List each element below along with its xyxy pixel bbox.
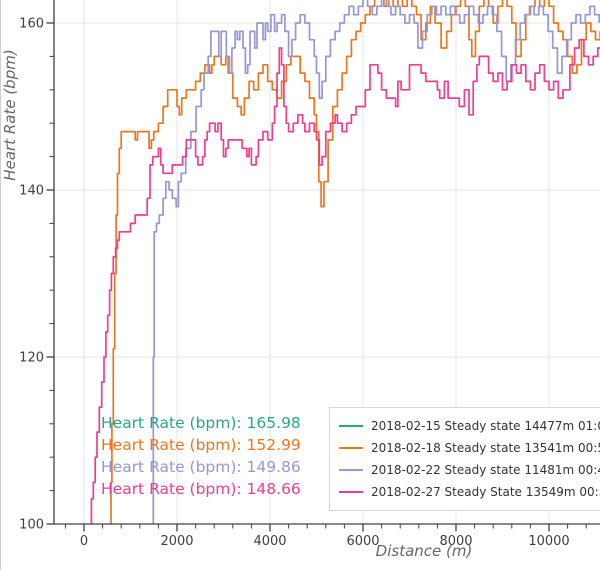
legend-swatch-line [339, 491, 363, 493]
legend-item-label: 2018-02-22 Steady state 11481m 00:49:1 [371, 463, 600, 477]
x-axis-title: Distance (m) [376, 542, 473, 560]
series-lines [90, 0, 600, 524]
series-line-2018-02-18[interactable] [110, 0, 600, 524]
axes [46, 0, 600, 532]
x-tick-label: 4000 [253, 534, 286, 549]
x-tick-label: 0 [80, 534, 88, 549]
legend-swatch-line [339, 447, 363, 449]
legend-swatch-line [339, 469, 363, 471]
legend-item-label: 2018-02-27 Steady State 13549m 00:56:4 [371, 485, 600, 499]
legend-item-label: 2018-02-15 Steady state 14477m 01:00:2 [371, 419, 600, 433]
legend-item[interactable]: 2018-02-18 Steady state 13541m 00:56:0 [330, 437, 600, 459]
axis-labels: 100 120 140 160 0 2000 4000 6000 8000 10000 [19, 17, 570, 550]
y-tick-label: 160 [19, 17, 44, 32]
x-tick-label: 8000 [439, 534, 472, 549]
x-tick-label: 10000 [528, 534, 569, 549]
readout-line: Heart Rate (bpm): 148.66 [101, 480, 301, 498]
hover-readouts: Heart Rate (bpm): 165.98 Heart Rate (bpm)… [101, 412, 301, 500]
x-tick-label: 6000 [346, 534, 379, 549]
legend[interactable]: 2018-02-15 Steady state 14477m 01:00:2 20… [329, 407, 600, 511]
legend-item[interactable]: 2018-02-27 Steady State 13549m 00:56:4 [330, 481, 600, 503]
series-line-2018-02-27[interactable] [90, 38, 600, 524]
legend-item[interactable]: 2018-02-15 Steady state 14477m 01:00:2 [330, 415, 600, 437]
legend-swatch-line [339, 425, 363, 427]
y-axis-title: Heart Rate (bpm) [1, 49, 19, 180]
y-tick-label: 140 [19, 184, 44, 199]
y-tick-label: 100 [19, 518, 44, 533]
x-tick-label: 2000 [160, 534, 193, 549]
y-tick-label: 120 [19, 351, 44, 366]
readout-line: Heart Rate (bpm): 149.86 [101, 458, 301, 476]
readout-line: Heart Rate (bpm): 152.99 [101, 436, 301, 454]
legend-item-label: 2018-02-18 Steady state 13541m 00:56:0 [371, 441, 600, 455]
legend-item[interactable]: 2018-02-22 Steady state 11481m 00:49:1 [330, 459, 600, 481]
readout-line: Heart Rate (bpm): 165.98 [101, 414, 301, 432]
